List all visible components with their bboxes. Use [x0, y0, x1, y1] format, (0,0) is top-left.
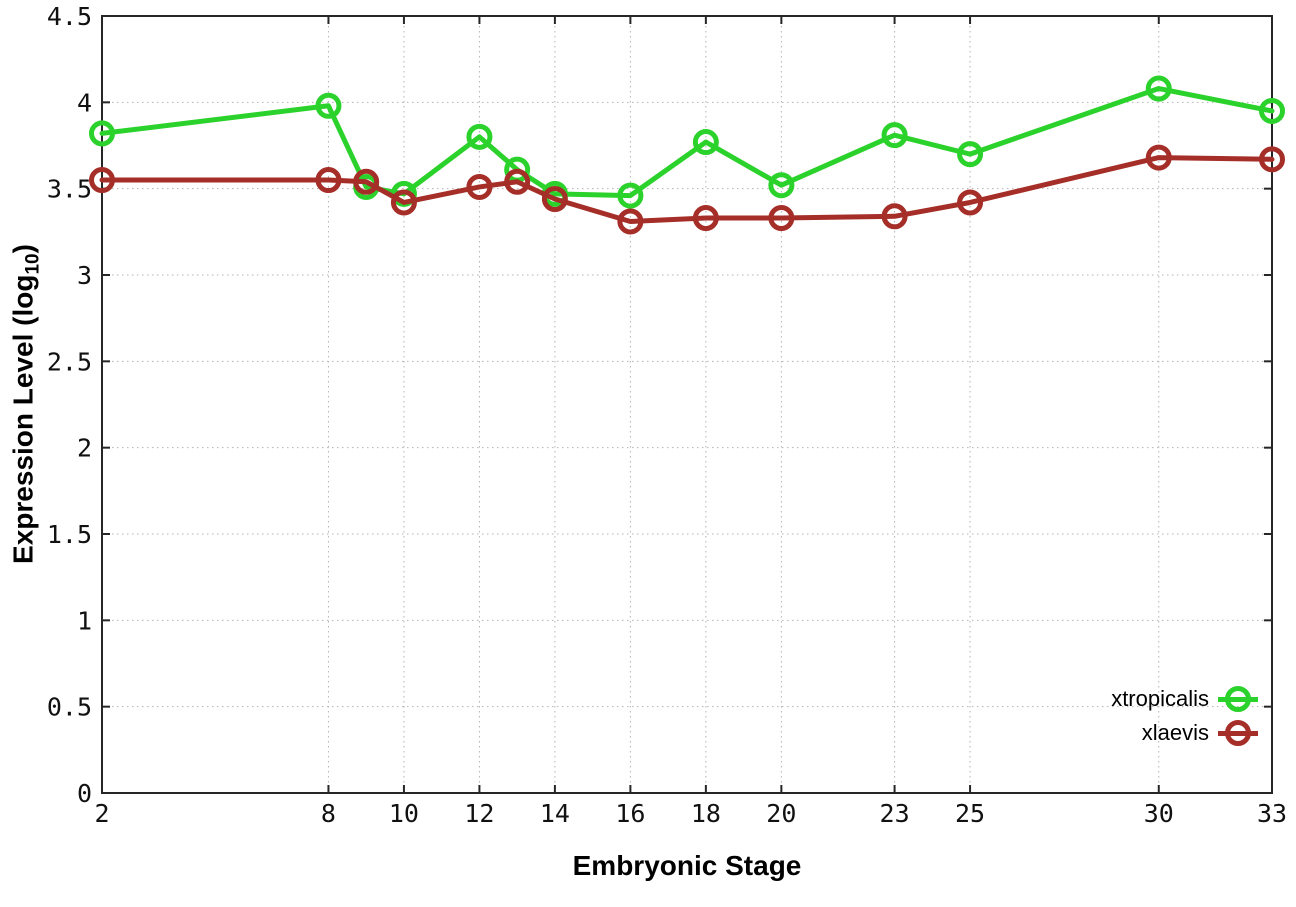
x-tick-label: 16: [615, 799, 645, 828]
y-tick-label: 3.5: [47, 175, 92, 204]
x-tick-label: 8: [321, 799, 336, 828]
y-tick-label: 4.5: [47, 2, 92, 31]
y-tick-label: 0: [77, 779, 92, 808]
x-tick-label: 10: [389, 799, 419, 828]
xlaevis-marker-icon: [1218, 719, 1258, 747]
y-tick-label: 0.5: [47, 693, 92, 722]
legend-label-xlaevis: xlaevis: [1141, 720, 1209, 745]
y-tick-label: 4: [77, 88, 92, 117]
y-axis-title-text: Expression Level (log: [7, 274, 39, 564]
y-axis-title: Expression Level (log10): [8, 244, 45, 564]
x-tick-label: 33: [1257, 799, 1287, 828]
y-tick-label: 2.5: [47, 347, 92, 376]
x-tick-label: 23: [880, 799, 910, 828]
x-tick-label: 18: [691, 799, 721, 828]
y-tick-label: 1.5: [47, 520, 92, 549]
x-tick-label: 20: [766, 799, 796, 828]
legend-label-xtropicalis: xtropicalis: [1111, 686, 1209, 711]
legend: xtropicalis xlaevis: [1111, 684, 1258, 748]
x-tick-label: 2: [94, 799, 109, 828]
legend-item-xlaevis: xlaevis: [1111, 718, 1258, 748]
x-tick-label: 25: [955, 799, 985, 828]
x-tick-label: 12: [464, 799, 494, 828]
y-axis-title-close: ): [7, 244, 39, 254]
xtropicalis-marker-icon: [1218, 685, 1258, 713]
x-tick-label: 14: [540, 799, 570, 828]
y-tick-label: 2: [77, 434, 92, 463]
y-tick-label: 1: [77, 606, 92, 635]
y-tick-label: 3: [77, 261, 92, 290]
x-tick-label: 30: [1144, 799, 1174, 828]
y-axis-title-subscript: 10: [22, 253, 44, 275]
legend-item-xtropicalis: xtropicalis: [1111, 684, 1258, 714]
x-axis-title: Embryonic Stage: [572, 850, 802, 881]
